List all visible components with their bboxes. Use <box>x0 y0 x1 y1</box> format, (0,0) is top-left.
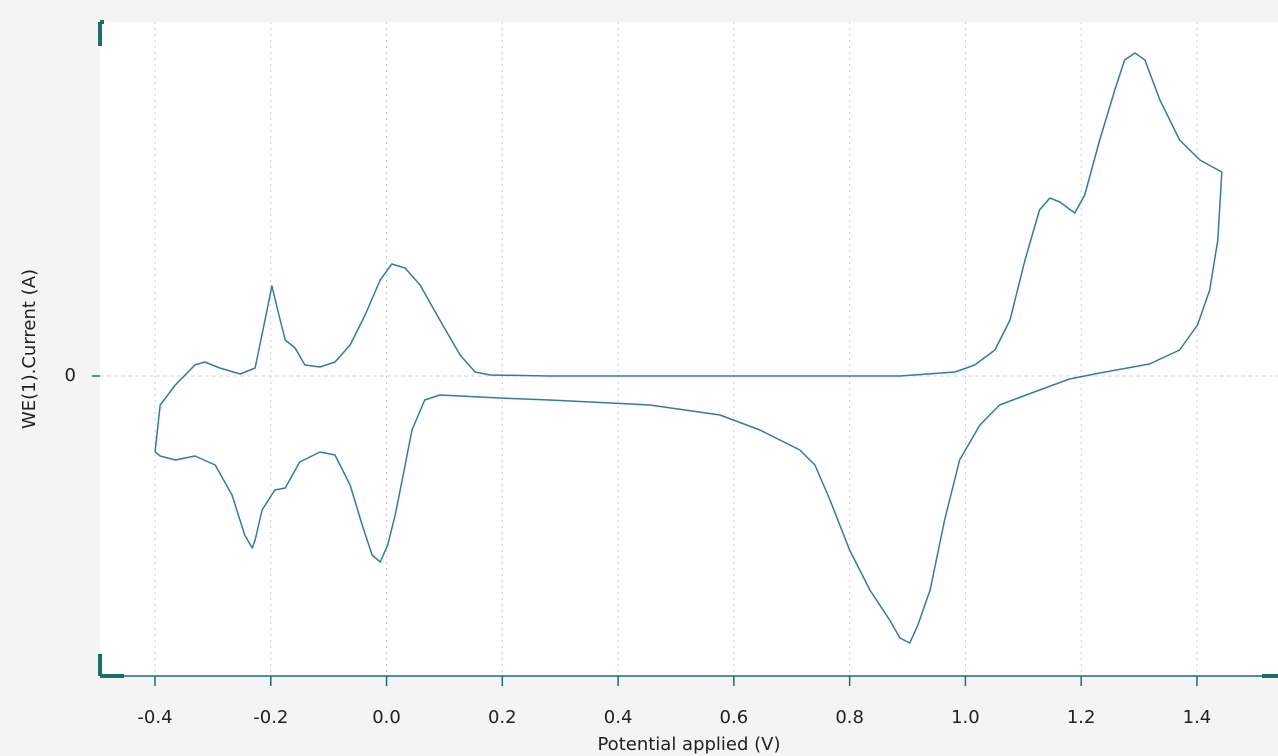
x-tick-label: 0.2 <box>488 707 517 728</box>
data-line <box>154 52 1223 644</box>
x-tick-label: 1.2 <box>1067 707 1096 728</box>
axis-bracket <box>98 20 1278 678</box>
y-tick-label: 0 <box>65 365 76 386</box>
plot-area <box>100 22 1278 676</box>
x-tick-label: 0.4 <box>604 707 633 728</box>
x-axis-label: Potential applied (V) <box>597 734 780 755</box>
x-tick-label: 0.6 <box>720 707 749 728</box>
x-tick-label: -0.2 <box>253 707 288 728</box>
x-tick-label: 1.4 <box>1183 707 1212 728</box>
x-tick-label: 1.0 <box>951 707 980 728</box>
x-tick-label: 0.8 <box>835 707 864 728</box>
y-axis-label: WE(1).Current (A) <box>19 269 40 429</box>
x-tick-label: 0.0 <box>372 707 401 728</box>
x-tick-label: -0.4 <box>137 707 172 728</box>
